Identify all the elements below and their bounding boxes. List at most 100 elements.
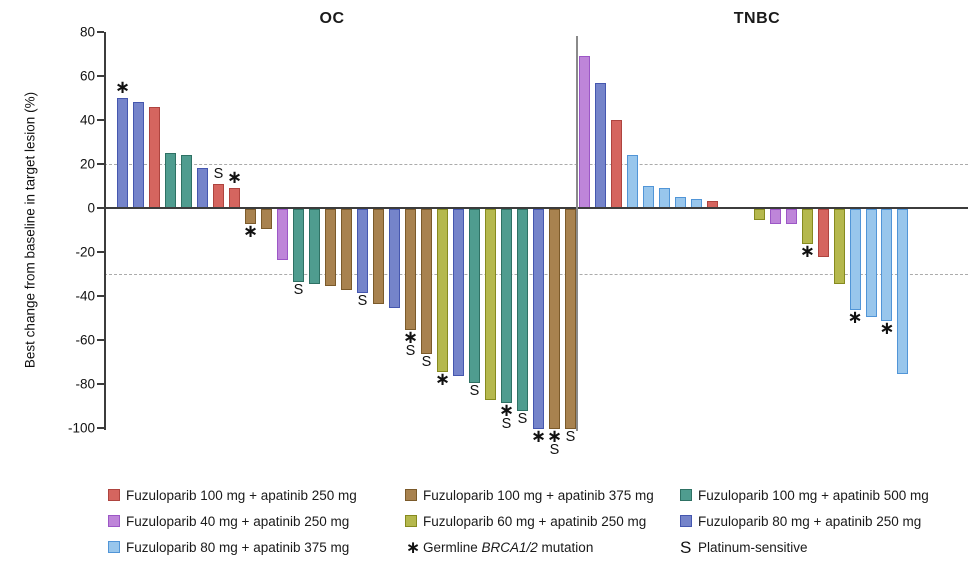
asterisk-glyph: ∗ [226,167,243,189]
asterisk-glyph: ∗ [546,426,563,447]
asterisk-glyph: ∗ [799,241,815,263]
bar-tnbc-16 [849,209,861,311]
bar-oc-13 [309,209,320,284]
bar-oc-11 [277,209,288,260]
bar-tnbc-4 [627,155,638,208]
bar-oc-24 [485,209,496,401]
s-glyph: S [421,354,432,371]
bar-oc-8 [229,188,240,208]
bar-oc-15 [341,209,352,291]
mutation-asterisk-mark: ∗ [546,426,564,447]
panel-title-oc: OC [319,10,345,27]
y-tick-mark [97,31,104,33]
bar-oc-20 [421,209,432,355]
y-tick-label: 60 [79,68,95,84]
s-glyph: S [405,343,416,359]
bar-tnbc-19 [897,209,909,374]
bar-tnbc-13 [801,209,813,245]
asterisk-glyph: ∗ [114,77,131,98]
s-glyph: S [517,411,528,428]
y-tick-label: -100 [67,420,95,436]
bar-oc-1 [117,98,128,208]
mutation-asterisk-mark: ∗ [402,327,420,348]
bar-tnbc-14 [817,209,829,258]
platinum-sensitive-mark: S [354,292,372,309]
asterisk-glyph: ∗ [434,368,451,390]
bar-oc-2 [133,102,144,208]
y-axis-label: Best change from baseline in target lesi… [22,91,38,369]
platinum-sensitive-mark: S [498,415,516,432]
legend-item-label: Fuzuloparib 40 mg + apatinib 250 mg [126,514,350,529]
s-glyph: S [293,281,304,298]
y-axis-line [104,32,106,430]
y-tick-label: 20 [79,156,95,172]
bar-oc-14 [325,209,336,286]
asterisk-glyph: ∗ [879,318,895,340]
legend-color-swatch [108,541,120,553]
legend-item-label: Fuzuloparib 100 mg + apatinib 375 mg [423,488,654,503]
platinum-sensitive-mark: S [514,411,532,428]
panel-title-tnbc: TNBC [733,10,781,27]
y-tick-label: 40 [79,112,95,128]
y-tick-mark [97,251,104,253]
bar-tnbc-5 [642,186,654,208]
bar-tnbc-18 [881,209,893,322]
asterisk-glyph: ∗ [406,538,421,558]
zero-baseline [104,207,968,209]
mutation-asterisk-mark: ∗ [530,426,548,447]
bar-tnbc-3 [611,120,623,208]
y-tick-label: -60 [75,332,95,348]
y-tick-mark [97,75,104,77]
y-tick-label: -20 [75,244,95,260]
bar-tnbc-1 [579,56,591,208]
legend-item-label: Fuzuloparib 100 mg + apatinib 500 mg [698,488,929,503]
y-tick-mark [97,163,104,165]
bar-oc-16 [357,209,368,293]
s-glyph: S [549,442,560,458]
mutation-asterisk-mark: ∗ [498,401,516,419]
legend-color-swatch [405,515,417,527]
bar-tnbc-15 [833,209,845,284]
reference-line [104,164,968,165]
mutation-asterisk-mark: ∗ [878,318,896,340]
asterisk-glyph: ∗ [847,307,863,329]
s-glyph: S [469,382,480,399]
panel-separator-line [576,36,578,431]
bar-oc-25 [501,209,512,403]
y-tick-label: -40 [75,288,95,304]
bar-oc-19 [405,209,416,330]
bar-oc-7 [213,183,224,208]
s-glyph: S [680,538,692,557]
bar-oc-29 [565,209,576,429]
asterisk-glyph: ∗ [402,327,419,348]
s-glyph: S [565,429,576,445]
platinum-sensitive-mark: S [562,429,580,445]
legend-color-swatch [680,515,692,527]
bar-oc-6 [197,168,208,208]
legend-color-swatch [680,489,692,501]
mutation-asterisk-mark: ∗ [242,223,260,241]
y-tick-mark [97,339,104,341]
mutation-asterisk-mark: ∗ [114,77,132,98]
bar-tnbc-11 [770,209,782,225]
s-glyph: S [501,415,512,432]
y-tick-mark [97,207,104,209]
legend-color-swatch [108,489,120,501]
bar-oc-27 [533,209,544,429]
legend-item-label: Fuzuloparib 100 mg + apatinib 250 mg [126,488,357,503]
asterisk-glyph: ∗ [530,426,547,447]
bar-tnbc-10 [754,209,766,220]
platinum-sensitive-mark: S [210,165,228,182]
bar-oc-23 [469,209,480,383]
y-tick-mark [97,295,104,297]
y-tick-mark [97,427,104,429]
s-glyph: S [357,292,368,309]
mutation-asterisk-mark: ∗ [434,368,452,390]
bar-oc-12 [293,209,304,282]
y-tick-label: 0 [87,200,95,216]
bar-oc-9 [245,209,256,225]
legend-color-swatch [108,515,120,527]
bar-oc-18 [389,209,400,308]
legend-note-label: Platinum-sensitive [698,540,808,555]
s-glyph: S [213,165,224,182]
